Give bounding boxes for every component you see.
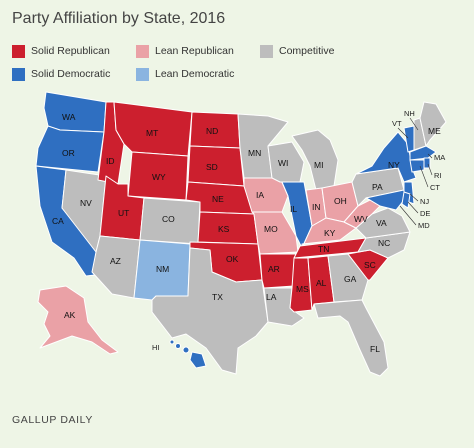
state-label-me: ME <box>428 126 441 136</box>
state-fl <box>313 299 389 377</box>
state-hi <box>169 339 207 369</box>
state-label-id: ID <box>106 156 115 166</box>
state-ga <box>327 253 369 303</box>
state-tx <box>151 247 269 375</box>
state-label-va: VA <box>376 218 387 228</box>
state-label-pa: PA <box>372 182 383 192</box>
state-label-ma: MA <box>434 153 445 162</box>
state-label-ar: AR <box>268 264 280 274</box>
state-or <box>35 125 105 173</box>
state-de <box>401 191 411 209</box>
state-label-wi: WI <box>278 158 288 168</box>
state-label-wa: WA <box>62 112 76 122</box>
state-label-ct: CT <box>430 183 440 192</box>
state-label-ut: UT <box>118 208 129 218</box>
legend-item-competitive: Competitive <box>260 44 334 58</box>
state-label-ga: GA <box>344 274 357 284</box>
state-ar <box>259 253 297 289</box>
legend-label: Lean Democratic <box>155 68 235 80</box>
state-label-az: AZ <box>110 256 121 266</box>
state-label-nh: NH <box>404 109 415 118</box>
state-label-la: LA <box>266 292 277 302</box>
us-map-svg: WA OR CA NV ID MT WY UT CO AZ NM ND SD N… <box>35 91 447 377</box>
state-ia <box>243 177 289 213</box>
legend-label: Solid Democratic <box>31 68 111 80</box>
state-label-in: IN <box>312 202 321 212</box>
state-label-mo: MO <box>264 224 278 234</box>
state-label-co: CO <box>162 214 175 224</box>
state-label-ok: OK <box>226 254 239 264</box>
legend-swatch-solid-democratic <box>12 67 25 81</box>
state-label-nm: NM <box>156 264 169 274</box>
state-ct <box>409 159 425 173</box>
state-label-or: OR <box>62 148 75 158</box>
callout-lines <box>397 117 433 226</box>
state-label-nj: NJ <box>420 197 429 206</box>
legend: Solid Republican Lean Republican Competi… <box>12 44 452 84</box>
state-label-ks: KS <box>218 224 230 234</box>
legend-swatch-lean-democratic <box>136 67 149 81</box>
state-label-il: IL <box>290 204 297 214</box>
map-title: Party Affiliation by State, 2016 <box>12 10 226 27</box>
legend-swatch-lean-republican <box>136 44 149 58</box>
state-label-nd: ND <box>206 126 218 136</box>
state-label-mt: MT <box>146 128 158 138</box>
state-az <box>91 235 141 299</box>
legend-item-lean-democratic: Lean Democratic <box>136 67 234 81</box>
legend-item-solid-republican: Solid Republican <box>12 44 110 58</box>
legend-label: Competitive <box>279 45 335 57</box>
state-label-nc: NC <box>378 238 390 248</box>
state-label-ne: NE <box>212 194 224 204</box>
state-ak <box>37 285 119 355</box>
state-mo <box>251 211 299 255</box>
state-label-ny: NY <box>388 160 400 170</box>
state-label-tx: TX <box>212 292 223 302</box>
legend-swatch-competitive <box>260 44 273 58</box>
legend-item-solid-democratic: Solid Democratic <box>12 67 110 81</box>
state-label-al: AL <box>316 278 327 288</box>
state-label-vt: VT <box>392 119 402 128</box>
state-label-tn: TN <box>318 244 329 254</box>
state-ma <box>409 145 437 161</box>
state-label-md: MD <box>418 221 430 230</box>
state-label-ms: MS <box>296 284 309 294</box>
legend-label: Solid Republican <box>31 45 110 57</box>
state-label-oh: OH <box>334 196 347 206</box>
state-label-mi: MI <box>314 160 323 170</box>
state-label-de: DE <box>420 209 430 218</box>
source-footer: GALLUP DAILY <box>12 414 93 426</box>
state-label-fl: FL <box>370 344 380 354</box>
state-label-sd: SD <box>206 162 218 172</box>
state-label-ak: AK <box>64 310 76 320</box>
state-label-ky: KY <box>324 228 336 238</box>
state-label-ia: IA <box>256 190 264 200</box>
state-label-wv: WV <box>354 214 368 224</box>
state-label-sc: SC <box>364 260 376 270</box>
state-label-nv: NV <box>80 198 92 208</box>
us-map: WA OR CA NV ID MT WY UT CO AZ NM ND SD N… <box>0 86 474 406</box>
state-label-wy: WY <box>152 172 166 182</box>
state-label-ca: CA <box>52 216 64 226</box>
state-label-ri: RI <box>434 171 442 180</box>
state-label-mn: MN <box>248 148 261 158</box>
legend-swatch-solid-republican <box>12 44 25 58</box>
legend-label: Lean Republican <box>155 45 234 57</box>
legend-item-lean-republican: Lean Republican <box>136 44 234 58</box>
state-label-hi: HI <box>152 343 160 352</box>
